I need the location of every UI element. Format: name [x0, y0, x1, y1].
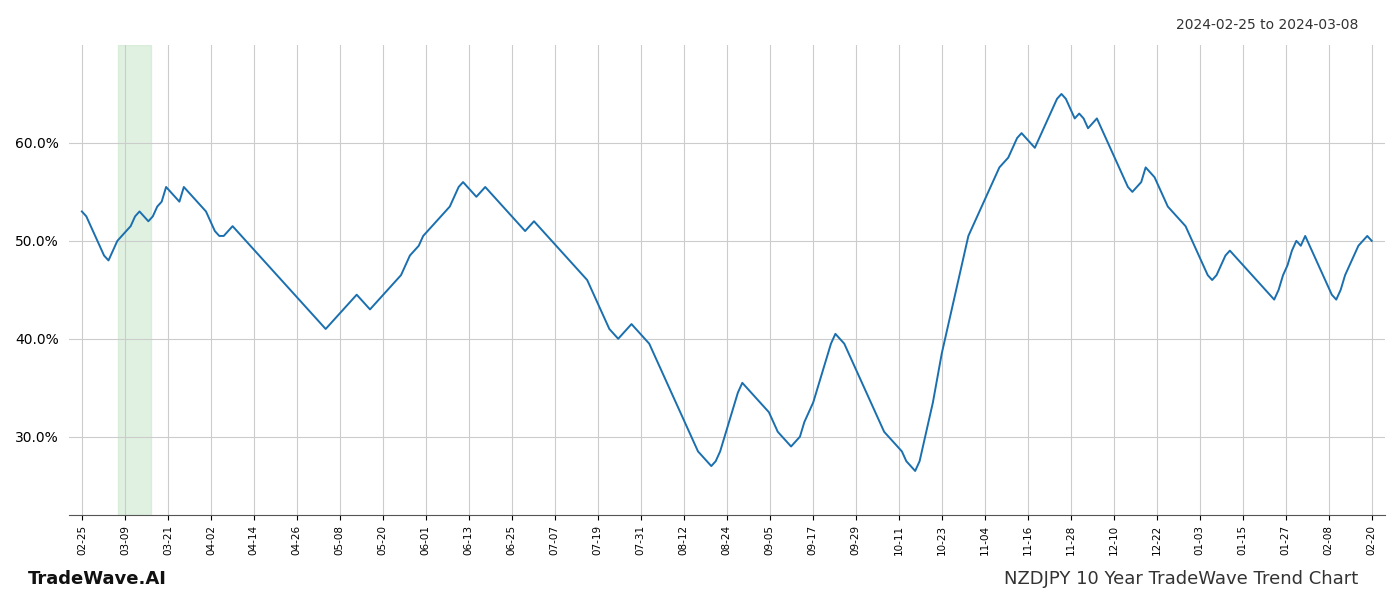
Text: NZDJPY 10 Year TradeWave Trend Chart: NZDJPY 10 Year TradeWave Trend Chart — [1004, 570, 1358, 588]
Bar — [118, 45, 151, 515]
Text: TradeWave.AI: TradeWave.AI — [28, 570, 167, 588]
Text: 2024-02-25 to 2024-03-08: 2024-02-25 to 2024-03-08 — [1176, 18, 1358, 32]
